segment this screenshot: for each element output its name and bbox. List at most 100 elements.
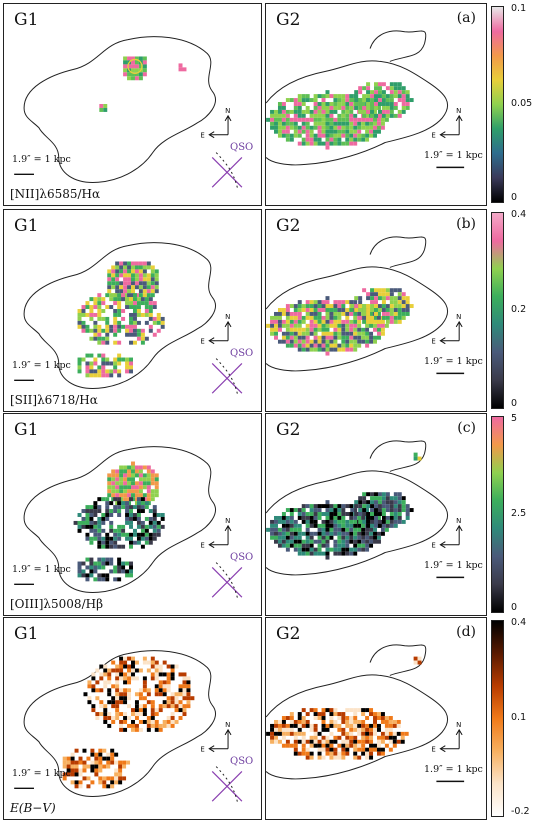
g2-emission-map [350, 288, 414, 324]
colorbar-max: 0.4 [511, 209, 527, 220]
colorbar-max: 5 [511, 413, 518, 424]
qso-cross-icon [211, 157, 243, 188]
svg-text:E: E [431, 746, 435, 754]
panel-tag: (d) [456, 624, 476, 640]
g2-label: G2 [276, 420, 301, 440]
g2-emission-knot [413, 452, 422, 461]
qso-label: QSO [230, 348, 254, 359]
scale-label: 1.9″ = 1 kpc [12, 360, 71, 371]
g1-panel-4: N E G1 E(B−V) 1.9″ = 1 kpc QSO [3, 617, 262, 820]
g2-emission-map [266, 90, 389, 150]
g1-emission-map [77, 557, 133, 582]
g2-panel-2: N E G2 (b) 1.9″ = 1 kpc [265, 209, 487, 412]
g2-contour [266, 60, 448, 166]
g1-panel-3: N E G1 [OIII]λ5008/Hβ 1.9″ = 1 kpc QSO [3, 413, 262, 616]
g2-companion-contour [369, 30, 427, 62]
g1-contour [23, 242, 216, 389]
g1-contour [23, 36, 216, 183]
compass-icon: NE [431, 517, 463, 550]
svg-text:E: E [431, 542, 435, 550]
g2-contour [266, 470, 448, 576]
svg-text:N: N [225, 313, 230, 321]
g1-emission-map [77, 353, 133, 378]
scale-label: 1.9″ = 1 kpc [12, 564, 71, 575]
g1-contour [23, 446, 216, 593]
line-ratio-label: [NII]λ6585/Hα [10, 187, 101, 201]
compass-icon: NE [431, 721, 463, 754]
g2-label: G2 [276, 624, 301, 644]
g1-map: NE [14, 446, 243, 601]
g1-label: G1 [14, 420, 39, 440]
qso-label: QSO [230, 142, 254, 153]
colorbar-mid: 0.2 [511, 304, 527, 315]
panel-tag: (b) [456, 216, 476, 232]
g2-panel-4: N E G2 (d) 1.9″ = 1 kpc [265, 617, 487, 820]
svg-text:E: E [200, 132, 204, 140]
compass-icon: NE [200, 313, 232, 346]
g2-label: G2 [276, 216, 301, 236]
g1-emission-map [77, 293, 165, 345]
line-ratio-label: [SII]λ6718/Hα [10, 393, 98, 407]
colorbar [491, 6, 504, 203]
colorbar [491, 620, 504, 817]
g2-companion-contour [369, 644, 427, 676]
svg-text:N: N [456, 107, 461, 115]
scale-label: 1.9″ = 1 kpc [424, 764, 483, 775]
qso-contour [215, 766, 239, 805]
qso-cross-icon [211, 771, 243, 802]
scale-label: 1.9″ = 1 kpc [12, 154, 71, 165]
colorbar-min: 0 [511, 192, 518, 203]
svg-text:E: E [200, 542, 204, 550]
g1-map: NE [14, 36, 243, 191]
colorbar-max: 0.1 [511, 3, 527, 14]
g1-emission-map [73, 497, 165, 549]
colorbar-min: 0 [511, 398, 518, 409]
qso-contour [215, 152, 239, 191]
g2-emission-map [266, 500, 389, 560]
colorbar [491, 416, 504, 613]
g1-emission-knot [99, 104, 108, 112]
compass-icon: NE [200, 107, 232, 140]
g2-companion-contour [369, 440, 427, 472]
svg-text:N: N [225, 721, 230, 729]
qso-contour [215, 358, 239, 397]
panel-tag: (c) [457, 420, 476, 436]
g2-label: G2 [276, 10, 301, 30]
g2-emission-map [350, 82, 414, 118]
qso-label: QSO [230, 756, 254, 767]
compass-icon: NE [200, 721, 232, 754]
g1-extinction-map [83, 656, 195, 732]
g1-extinction-map [62, 748, 131, 789]
colorbar-max: 0.4 [511, 617, 527, 628]
aperture-marker [127, 58, 143, 74]
svg-text:E: E [200, 746, 204, 754]
qso-cross-icon [211, 363, 243, 394]
g1-panel-1: N E G1 [NII]λ6585/Hα 1.9″ = 1 kpc QSO [3, 3, 262, 206]
svg-text:E: E [431, 338, 435, 346]
line-ratio-label: [OIII]λ5008/Hβ [10, 597, 104, 611]
g1-label: G1 [14, 10, 39, 30]
g1-contour [23, 650, 216, 797]
compass-icon: NE [431, 107, 463, 140]
g2-extinction-knot [413, 656, 422, 665]
scale-label: 1.9″ = 1 kpc [424, 560, 483, 571]
g2-map: NE [266, 30, 465, 169]
svg-text:N: N [225, 107, 230, 115]
g2-panel-3: N E G2 (c) 1.9″ = 1 kpc [265, 413, 487, 616]
svg-text:N: N [456, 517, 461, 525]
g2-extinction-map [266, 708, 409, 760]
colorbar-mid: 0.05 [511, 98, 533, 109]
line-ratio-label: E(B−V) [10, 801, 56, 815]
g1-map: NE [14, 650, 243, 805]
svg-text:E: E [431, 132, 435, 140]
panel-tag: (a) [456, 10, 476, 26]
compass-icon: NE [200, 517, 232, 550]
qso-contour [215, 562, 239, 601]
svg-text:N: N [456, 721, 461, 729]
compass-icon: NE [431, 313, 463, 346]
scale-label: 1.9″ = 1 kpc [424, 356, 483, 367]
g1-emission-knot [178, 63, 187, 72]
g2-map: NE [266, 644, 465, 783]
svg-text:N: N [225, 517, 230, 525]
colorbar-mid: 0.1 [511, 712, 527, 723]
